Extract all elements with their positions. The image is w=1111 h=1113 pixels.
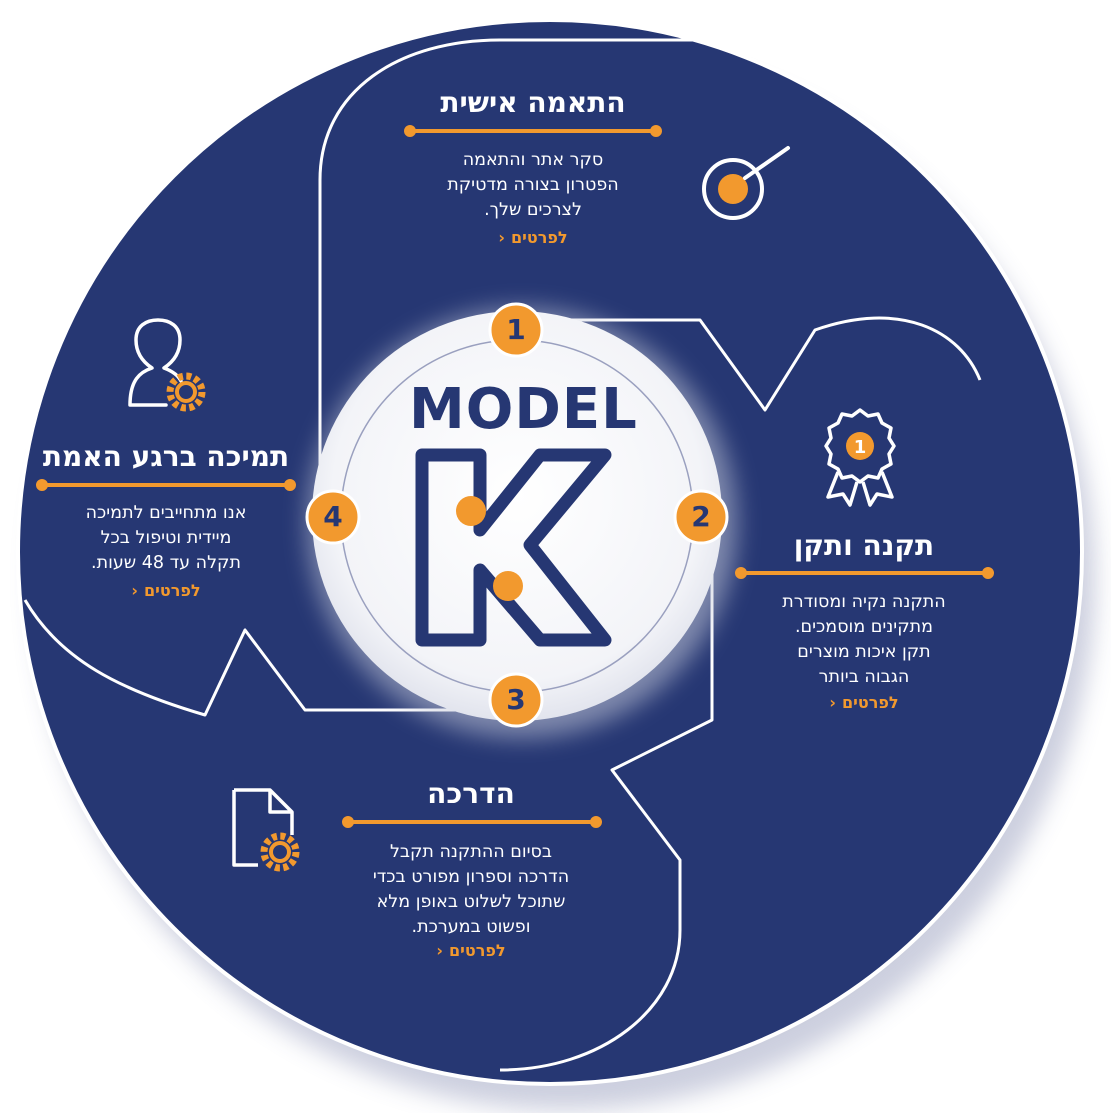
title-rules xyxy=(36,125,994,828)
step-1-title: התאמה אישית xyxy=(440,86,626,119)
step-3-title: הדרכה xyxy=(427,777,515,810)
k-logo-mark xyxy=(415,448,612,647)
step-4-line: אנו מתחייבים לתמיכה xyxy=(85,503,247,523)
details-label: לפרטים xyxy=(511,228,568,247)
svg-text:1: 1 xyxy=(854,437,867,458)
step-1-line: לצרכים שלך. xyxy=(484,200,582,220)
step-1-badge[interactable]: 1 xyxy=(506,313,526,346)
step-2-details-link[interactable]: לפרטים ‹ xyxy=(741,692,987,714)
chevron-left-icon: ‹ xyxy=(436,941,444,960)
details-label: לפרטים xyxy=(842,693,899,712)
details-label: לפרטים xyxy=(144,581,201,600)
step-3-line: הדרכה וספרון מפורט בכדי xyxy=(372,867,570,887)
center-circle xyxy=(312,311,722,721)
petal-dividers xyxy=(23,38,982,1072)
step-4-line: תקלה עד 48 שעות. xyxy=(91,553,241,573)
step-3-badge[interactable]: 3 xyxy=(506,683,526,716)
number-badges xyxy=(305,302,729,728)
step-3-line: שתוכל לשלוט באופן מלא xyxy=(376,892,566,912)
step-2-title: תקנה ותקן xyxy=(793,529,935,562)
step-2-line: התקנה נקיה ומסודרת xyxy=(782,592,946,612)
step-4-description: אנו מתחייבים לתמיכה מיידית וטיפול בכל תק… xyxy=(42,501,290,576)
step-3-details-link[interactable]: לפרטים ‹ xyxy=(348,940,594,962)
step-1-description: סקר אתר והתאמה הפטרון בצורה מדטיקת לצרכי… xyxy=(410,148,656,223)
step-3-line: בסיום ההתקנה תקבל xyxy=(389,842,553,862)
step-1-details-link[interactable]: לפרטים ‹ xyxy=(410,227,656,249)
step-2-line: מתקינים מוסמכים. xyxy=(794,617,934,637)
target-icon xyxy=(702,146,790,220)
step-4-badge[interactable]: 4 xyxy=(323,500,343,533)
details-label: לפרטים xyxy=(449,941,506,960)
step-2-description: התקנה נקיה ומסודרת מתקינים מוסמכים. תקן … xyxy=(741,590,987,690)
chevron-left-icon: ‹ xyxy=(829,693,837,712)
document-gear-icon xyxy=(232,788,300,872)
step-4-line: מיידית וטיפול בכל xyxy=(100,528,232,548)
step-2-line: הגבוה ביותר xyxy=(818,667,910,687)
step-4-details-link[interactable]: לפרטים ‹ xyxy=(42,580,290,602)
chevron-left-icon: ‹ xyxy=(131,581,139,600)
step-2-badge[interactable]: 2 xyxy=(691,500,711,533)
award-ribbon-icon: 1 xyxy=(824,408,896,507)
disc-rim xyxy=(16,18,1084,1086)
step-3-description: בסיום ההתקנה תקבל הדרכה וספרון מפורט בכד… xyxy=(348,840,594,940)
petal-bottom-outline xyxy=(499,500,714,1072)
step-2-line: תקן איכות מוצרים xyxy=(797,642,931,662)
petal-left-outline xyxy=(23,599,470,717)
step-4-title: תמיכה ברגע האמת xyxy=(42,440,290,473)
step-1-line: סקר אתר והתאמה xyxy=(462,150,604,170)
chevron-left-icon: ‹ xyxy=(498,228,506,247)
logo-word: MODEL xyxy=(409,377,638,442)
user-gear-icon xyxy=(128,318,206,412)
step-1-line: הפטרון בצורה מדטיקת xyxy=(447,175,619,195)
petal-right-outline xyxy=(550,316,982,412)
petal-top-outline xyxy=(318,38,740,540)
step-3-line: ופשוט במערכת. xyxy=(411,917,531,937)
